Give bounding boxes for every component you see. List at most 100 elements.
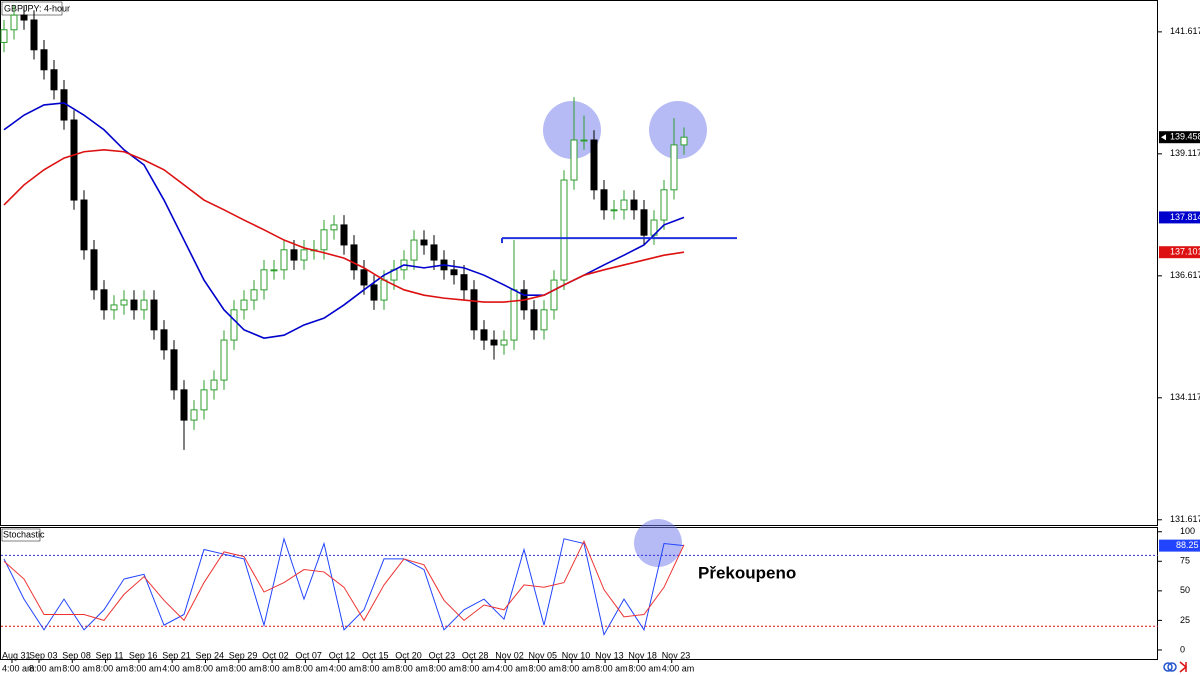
candle-body	[80, 199, 88, 251]
x-tick-label: Oct 12	[329, 650, 356, 660]
x-tick-label: Nov 18	[628, 650, 657, 660]
x-tick-label: Sep 03	[29, 650, 58, 660]
stochastic-line	[3, 536, 685, 636]
price-label-box	[1159, 246, 1200, 259]
candle-body	[590, 139, 598, 191]
y-tick-label: 136.617	[1170, 270, 1200, 280]
candle-body	[170, 349, 178, 391]
x-tick-label: 8:00 am	[362, 663, 395, 673]
candle-body	[550, 279, 558, 311]
candle-body	[30, 19, 38, 51]
candle-body	[250, 289, 258, 301]
y-tick-label: 131.617	[1170, 514, 1200, 524]
x-tick-label: Sep 24	[196, 650, 225, 660]
x-tick-label: 8:00 am	[562, 663, 595, 673]
candle-body	[460, 274, 468, 291]
candle-body	[260, 269, 268, 291]
moving-average	[3, 148, 685, 303]
x-tick-label: 8:00 am	[62, 663, 95, 673]
candle-body	[50, 69, 58, 91]
candle-body	[340, 224, 348, 246]
candle-body	[510, 289, 518, 341]
x-tick-label: 8:00 am	[529, 663, 562, 673]
x-tick-label: 8:00 am	[628, 663, 661, 673]
candle-body	[330, 224, 338, 231]
value-label-box	[1159, 539, 1200, 552]
x-tick-label: Oct 07	[295, 650, 322, 660]
x-tick-label: Nov 02	[495, 650, 524, 660]
candle-body	[160, 329, 168, 351]
candle-body	[320, 229, 328, 251]
x-tick-label: Oct 15	[362, 650, 389, 660]
candle-body	[640, 209, 648, 236]
candle-body	[470, 289, 478, 331]
title-box	[1, 1, 63, 16]
candle-body	[240, 299, 248, 311]
y-tick-label: 139.117	[1170, 148, 1200, 158]
x-tick-label: Nov 23	[662, 650, 691, 660]
candle-body	[270, 269, 278, 272]
candle-body	[610, 209, 618, 212]
candle-body	[190, 409, 198, 421]
x-tick-label: Nov 05	[529, 650, 558, 660]
x-tick-label: 4:00 am	[329, 663, 362, 673]
candle-body	[580, 139, 588, 142]
candle-body	[230, 309, 238, 341]
candle-body	[530, 309, 538, 331]
candle-body	[0, 29, 8, 43]
toolbar-icons	[1163, 661, 1188, 673]
candle-body	[500, 339, 508, 346]
candle-body	[680, 136, 688, 146]
x-tick-label: 8:00 am	[429, 663, 462, 673]
x-tick-label: Nov 10	[562, 650, 591, 660]
candle-body	[420, 239, 428, 246]
icon	[1179, 661, 1188, 673]
candle-body	[300, 249, 308, 261]
price-label-box	[1159, 131, 1200, 144]
price-panel	[0, 0, 1158, 526]
x-tick-label: 8:00 am	[462, 663, 495, 673]
annotation: Překoupeno	[698, 563, 796, 582]
candle-body	[350, 244, 358, 271]
candle-body	[90, 249, 98, 291]
highlight-circle	[543, 101, 601, 159]
x-tick-label: Sep 21	[162, 650, 191, 660]
candle-body	[70, 119, 78, 201]
y-tick-label: 50	[1180, 585, 1190, 595]
candle-body	[220, 339, 228, 381]
candle-body	[210, 379, 218, 391]
indicator-panel	[0, 527, 1158, 660]
candle-body	[410, 239, 418, 261]
candle-body	[660, 189, 668, 221]
candle-body	[150, 299, 158, 331]
candle-body	[380, 279, 388, 301]
x-tick-label: Oct 28	[462, 650, 489, 660]
x-tick-label: 4:00 am	[495, 663, 528, 673]
candle-body	[100, 289, 108, 311]
x-tick-label: Nov 13	[595, 650, 624, 660]
candle-body	[10, 14, 18, 31]
x-tick-label: Oct 23	[429, 650, 456, 660]
candle-body	[450, 269, 458, 276]
price-label: 137.814	[1170, 212, 1200, 222]
price-arrow	[1161, 134, 1166, 141]
candle-body	[40, 49, 48, 71]
x-tick-label: 8:00 am	[295, 663, 328, 673]
x-tick-label: 8:00 am	[96, 663, 129, 673]
candle-body	[280, 249, 288, 271]
x-tick-label: Oct 02	[262, 650, 289, 660]
candle-body	[120, 299, 128, 306]
x-tick-label: Sep 11	[96, 650, 124, 660]
candle-body	[290, 249, 298, 261]
highlight-circle	[634, 519, 682, 567]
candle-body	[370, 284, 378, 301]
candle-body	[540, 309, 548, 331]
chart-title: GBPJPY: 4-hour	[4, 3, 70, 13]
x-tick-label: Aug 31	[2, 650, 31, 660]
stochastic-line	[3, 539, 685, 622]
price-label: 139.458	[1170, 132, 1200, 142]
x-tick-label: Sep 29	[229, 650, 258, 660]
price-label-box	[1159, 211, 1200, 224]
